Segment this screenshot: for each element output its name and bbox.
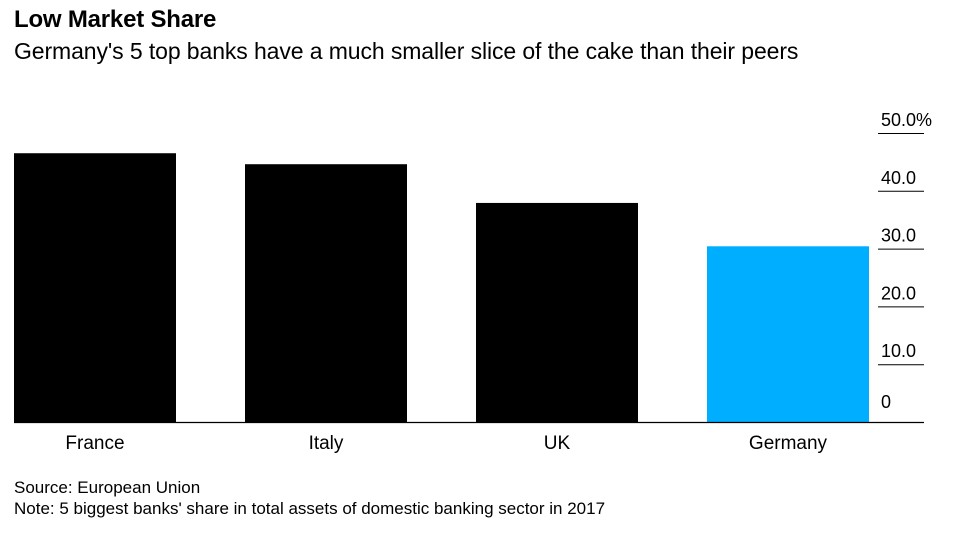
y-tick-label-30: 30.0	[881, 226, 916, 246]
chart-subtitle: Germany's 5 top banks have a much smalle…	[14, 38, 799, 64]
x-tick-label-uk: UK	[544, 433, 571, 454]
y-tick-label-20: 20.0	[881, 283, 916, 303]
bar-germany	[707, 246, 869, 422]
y-tick-label-10: 10.0	[881, 341, 916, 361]
footnote: Note: 5 biggest banks' share in total as…	[14, 499, 606, 518]
source-note: Source: European Union	[14, 478, 201, 497]
y-tick-label-50: 50.0%	[881, 110, 932, 130]
x-tick-label-france: France	[65, 433, 124, 454]
x-tick-label-italy: Italy	[309, 433, 344, 454]
bar-france	[14, 153, 176, 423]
bar-uk	[476, 202, 638, 422]
y-tick-label-0: 0	[881, 392, 891, 412]
y-tick-label-40: 40.0	[881, 168, 916, 188]
bar-italy	[245, 164, 407, 422]
x-tick-label-germany: Germany	[749, 433, 828, 454]
chart-title: Low Market Share	[14, 6, 217, 33]
